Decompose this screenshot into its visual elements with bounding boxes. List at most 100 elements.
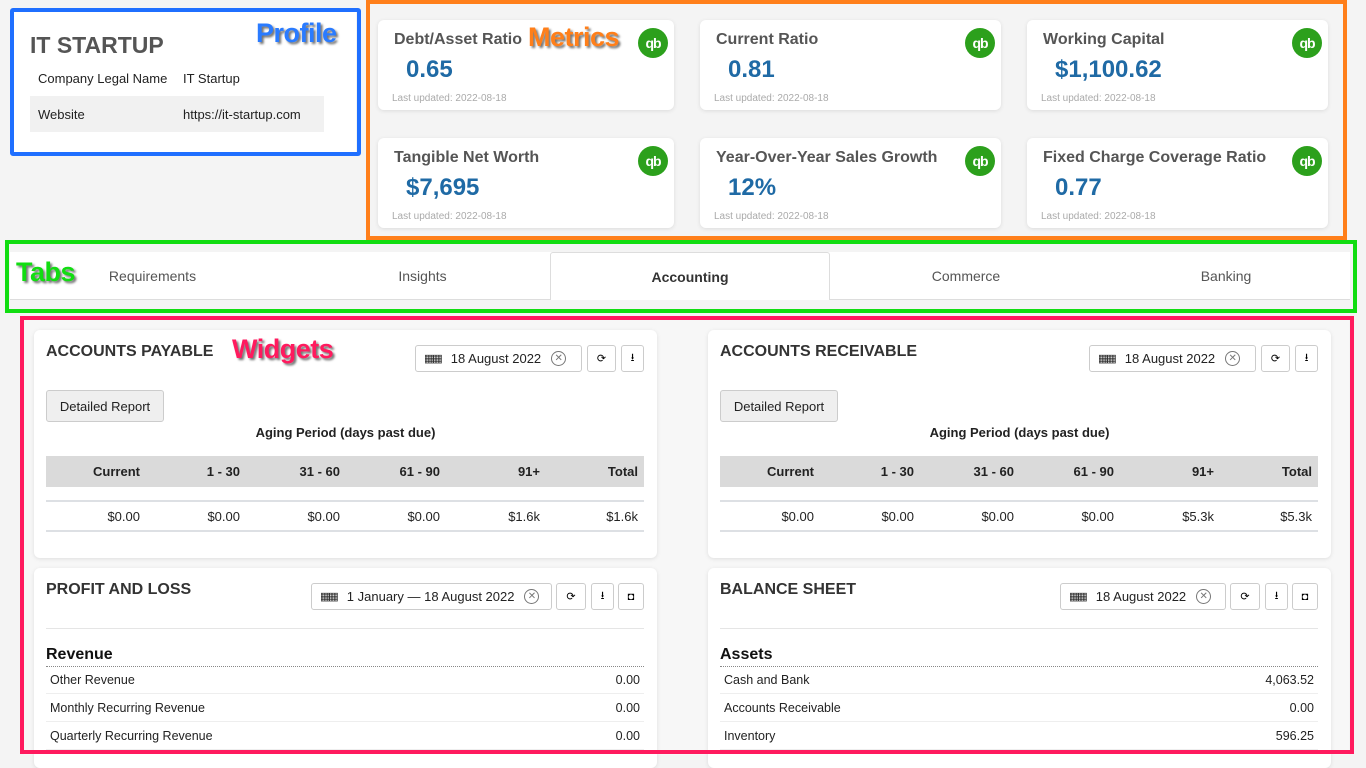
row-label: Company Legal Name <box>38 70 168 86</box>
row-value: 0.00 <box>615 672 640 687</box>
quickbooks-icon: qb <box>1292 146 1322 176</box>
value-cell: $1.6k <box>606 508 638 524</box>
metric-updated: Last updated: 2022-08-18 <box>392 211 507 222</box>
balance-sheet-widget: BALANCE SHEET ▦▦ 18 August 2022 ✕ ⟳ ⭳ ◘ As… <box>708 568 1331 768</box>
refresh-button[interactable]: ⟳ <box>556 583 586 610</box>
list-item: Cash and Bank 4,063.52 <box>720 666 1318 694</box>
value-cell: $0.00 <box>781 508 814 524</box>
quickbooks-icon: qb <box>638 146 668 176</box>
camera-button[interactable]: ◘ <box>618 583 644 610</box>
calendar-icon: ▦▦ <box>424 353 443 365</box>
detailed-report-button[interactable]: Detailed Report <box>46 390 164 422</box>
date-range-picker[interactable]: ▦▦ 1 January — 18 August 2022 ✕ <box>311 583 552 610</box>
value-cell: $0.00 <box>207 508 240 524</box>
header-cell: Current <box>93 464 140 479</box>
divider <box>720 628 1318 629</box>
website-link[interactable]: https://it-startup.com <box>183 106 301 122</box>
header-cell: 61 - 90 <box>399 464 440 479</box>
metric-card: Current Ratio 0.81 Last updated: 2022-08… <box>700 20 1001 110</box>
profile-row-legal-name: Company Legal Name IT Startup <box>30 60 324 96</box>
row-value: IT Startup <box>183 70 240 86</box>
table-row: $0.00 $0.00 $0.00 $0.00 $5.3k $5.3k <box>720 500 1318 532</box>
tab-commerce[interactable]: Commerce <box>931 268 1001 284</box>
section-heading: Assets <box>720 646 1318 667</box>
value-cell: $1.6k <box>508 508 540 524</box>
divider <box>46 628 644 629</box>
tab-requirements[interactable]: Requirements <box>108 268 197 284</box>
metric-title: Working Capital <box>1043 31 1165 48</box>
row-label: Quarterly Recurring Revenue <box>50 728 213 743</box>
refresh-button[interactable]: ⟳ <box>1230 583 1260 610</box>
row-value: 0.00 <box>615 700 640 715</box>
header-cell: 91+ <box>517 464 540 479</box>
widgets-annotation-label: Widgets <box>232 334 334 364</box>
quickbooks-icon: qb <box>638 28 668 58</box>
row-label: Monthly Recurring Revenue <box>50 700 205 715</box>
camera-button[interactable]: ◘ <box>1292 583 1318 610</box>
accounts-receivable-widget: ACCOUNTS RECEIVABLE ▦▦ 18 August 2022 ✕ ⟳ … <box>708 330 1331 558</box>
value-cell: $0.00 <box>307 508 340 524</box>
value-cell: $5.3k <box>1280 508 1312 524</box>
download-button[interactable]: ⭳ <box>1295 345 1318 372</box>
list-item: Accounts Receivable 0.00 <box>720 694 1318 722</box>
row-label: Accounts Receivable <box>724 700 841 715</box>
widget-title: ACCOUNTS RECEIVABLE <box>720 343 918 360</box>
date-value: 18 August 2022 <box>1095 589 1187 604</box>
date-picker[interactable]: ▦▦ 18 August 2022 ✕ <box>415 345 582 372</box>
metric-title: Debt/Asset Ratio <box>394 31 523 48</box>
tab-insights[interactable]: Insights <box>398 268 447 284</box>
date-picker[interactable]: ▦▦ 18 August 2022 ✕ <box>1089 345 1256 372</box>
tab-banking[interactable]: Banking <box>1200 268 1252 284</box>
header-cell: 91+ <box>1191 464 1214 479</box>
date-value: 1 January — 18 August 2022 <box>346 589 515 604</box>
detailed-report-button[interactable]: Detailed Report <box>720 390 838 422</box>
header-cell: 31 - 60 <box>973 464 1014 479</box>
quickbooks-icon: qb <box>1292 28 1322 58</box>
metric-card: Working Capital $1,100.62 Last updated: … <box>1027 20 1328 110</box>
clear-icon[interactable]: ✕ <box>524 589 540 604</box>
value-cell: $0.00 <box>881 508 914 524</box>
refresh-button[interactable]: ⟳ <box>587 345 616 372</box>
profit-and-loss-widget: PROFIT AND LOSS ▦▦ 1 January — 18 August … <box>34 568 657 768</box>
date-picker[interactable]: ▦▦ 18 August 2022 ✕ <box>1060 583 1226 610</box>
clear-icon[interactable]: ✕ <box>1196 589 1212 604</box>
download-button[interactable]: ⭳ <box>621 345 644 372</box>
clear-icon[interactable]: ✕ <box>1225 351 1241 366</box>
header-cell: 1 - 30 <box>206 464 240 479</box>
quickbooks-icon: qb <box>965 28 995 58</box>
tab-bar: Requirements Insights Accounting Commerc… <box>10 252 1350 300</box>
metric-value: $7,695 <box>406 174 480 201</box>
metrics-annotation-label: Metrics <box>528 22 620 52</box>
download-button[interactable]: ⭳ <box>591 583 614 610</box>
clear-icon[interactable]: ✕ <box>551 351 567 366</box>
refresh-button[interactable]: ⟳ <box>1261 345 1290 372</box>
row-value: 0.00 <box>615 728 640 743</box>
download-button[interactable]: ⭳ <box>1265 583 1288 610</box>
header-cell: Current <box>767 464 814 479</box>
tab-accounting[interactable]: Accounting <box>550 252 830 300</box>
aging-header: Current 1 - 30 31 - 60 61 - 90 91+ Total <box>720 456 1318 487</box>
header-cell: Total <box>607 464 638 479</box>
list-item: Monthly Recurring Revenue 0.00 <box>46 694 644 722</box>
value-cell: $0.00 <box>407 508 440 524</box>
accounts-payable-widget: ACCOUNTS PAYABLE ▦▦ 18 August 2022 ✕ ⟳ ⭳ D… <box>34 330 657 558</box>
list-item: Inventory 596.25 <box>720 722 1318 750</box>
metric-value: $1,100.62 <box>1055 56 1162 83</box>
metric-updated: Last updated: 2022-08-18 <box>714 211 829 222</box>
aging-label: Aging Period (days past due) <box>929 425 1110 440</box>
metric-card: Fixed Charge Coverage Ratio 0.77 Last up… <box>1027 138 1328 228</box>
list-item: Quarterly Recurring Revenue 0.00 <box>46 722 644 750</box>
company-title: IT STARTUP <box>30 32 164 58</box>
widget-title: PROFIT AND LOSS <box>46 581 192 598</box>
quickbooks-icon: qb <box>965 146 995 176</box>
metric-card: Tangible Net Worth $7,695 Last updated: … <box>378 138 674 228</box>
metric-updated: Last updated: 2022-08-18 <box>714 93 829 104</box>
row-label: Cash and Bank <box>724 672 810 687</box>
value-cell: $5.3k <box>1182 508 1214 524</box>
metric-card: Year-Over-Year Sales Growth 12% Last upd… <box>700 138 1001 228</box>
header-cell: 31 - 60 <box>299 464 340 479</box>
row-label: Inventory <box>724 728 776 743</box>
aging-header: Current 1 - 30 31 - 60 61 - 90 91+ Total <box>46 456 644 487</box>
section-heading: Revenue <box>46 646 644 667</box>
profile-annotation-label: Profile <box>256 18 337 48</box>
